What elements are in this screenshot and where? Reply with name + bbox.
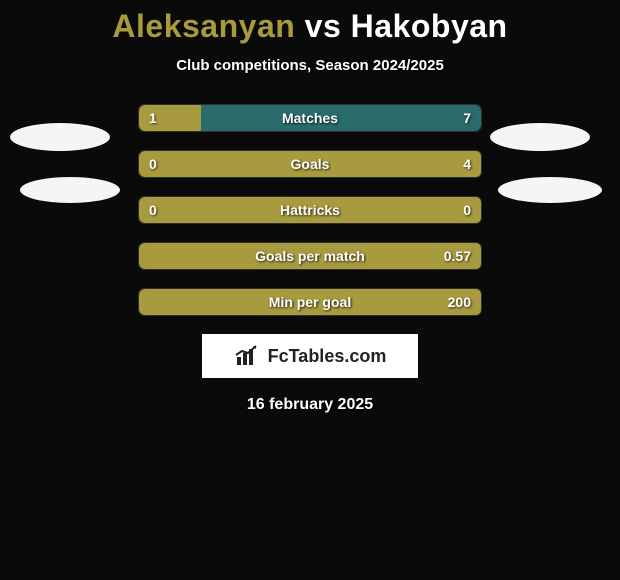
comparison-title: Aleksanyan vs Hakobyan xyxy=(0,0,620,45)
stat-label: Matches xyxy=(139,110,481,126)
avatar-placeholder xyxy=(490,123,590,151)
stat-label: Goals xyxy=(139,156,481,172)
vs-text: vs xyxy=(305,8,342,44)
stat-bar: 200Min per goal xyxy=(138,288,482,316)
stat-label: Goals per match xyxy=(139,248,481,264)
player2-name: Hakobyan xyxy=(351,8,508,44)
stat-label: Hattricks xyxy=(139,202,481,218)
stat-bar: 00Hattricks xyxy=(138,196,482,224)
avatar-placeholder xyxy=(10,123,110,151)
player1-name: Aleksanyan xyxy=(112,8,295,44)
logo-box: FcTables.com xyxy=(202,334,418,378)
stat-bar: 0.57Goals per match xyxy=(138,242,482,270)
avatar-placeholder xyxy=(498,177,602,203)
date-text: 16 february 2025 xyxy=(0,396,620,414)
subtitle: Club competitions, Season 2024/2025 xyxy=(0,57,620,74)
avatar-placeholder xyxy=(20,177,120,203)
stat-label: Min per goal xyxy=(139,294,481,310)
comparison-bars: 17Matches 04Goals 00Hattricks 0.57Goals per… xyxy=(138,104,482,316)
stat-bar: 17Matches xyxy=(138,104,482,132)
chart-icon xyxy=(234,345,262,367)
stat-bar: 04Goals xyxy=(138,150,482,178)
logo-text: FcTables.com xyxy=(268,346,387,367)
